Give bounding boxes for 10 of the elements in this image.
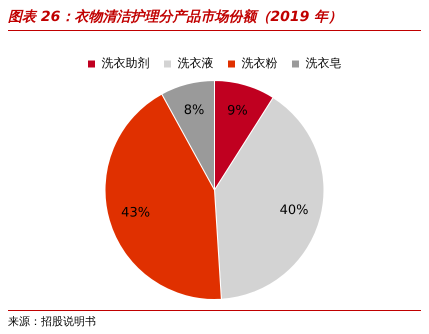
- data-label: 8%: [184, 102, 204, 118]
- source-note: 来源：招股说明书: [8, 314, 97, 329]
- data-label: 9%: [227, 104, 248, 119]
- legend-label: 洗衣助剂: [102, 56, 150, 70]
- legend-label: 洗衣皂: [306, 56, 342, 70]
- legend-label: 洗衣粉: [242, 56, 278, 70]
- data-label: 43%: [121, 205, 150, 220]
- data-label: 40%: [280, 202, 308, 218]
- legend-label: 洗衣液: [178, 56, 214, 70]
- chart-title: 图表 26：衣物清洁护理分产品市场份额（2019 年）: [8, 8, 421, 31]
